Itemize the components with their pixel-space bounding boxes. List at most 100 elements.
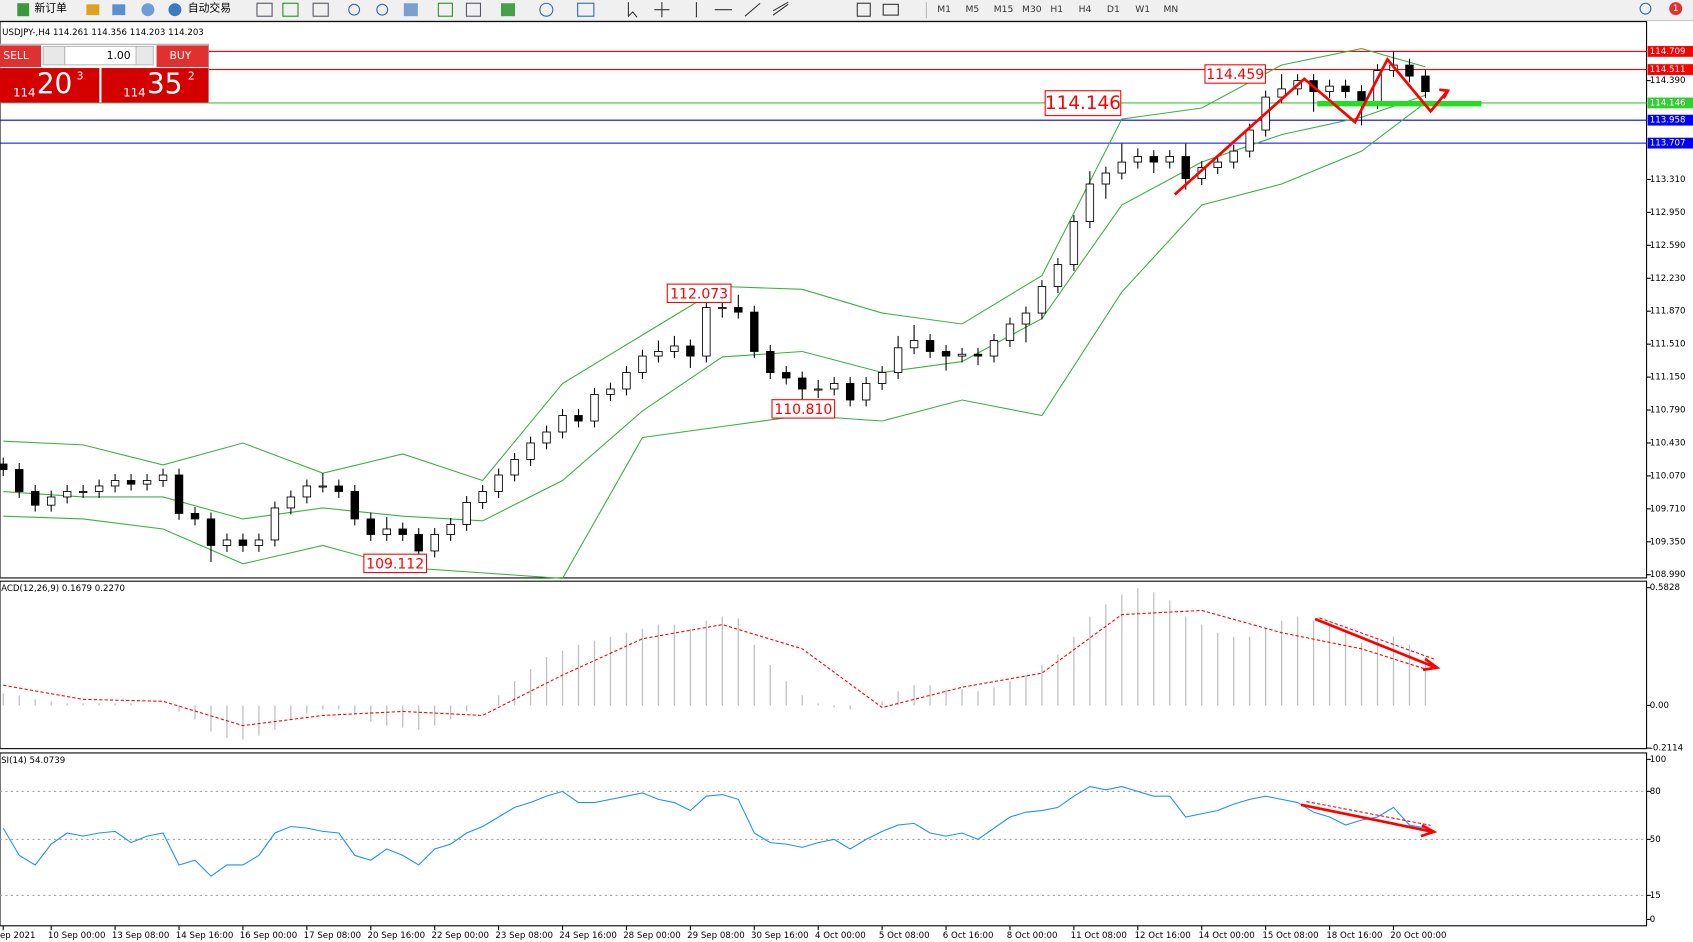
candle-body	[1021, 312, 1031, 325]
candle-body	[526, 442, 535, 460]
x-tick-label: 13 Sep 08:00	[112, 931, 170, 941]
price-annotation: 114.459	[1206, 67, 1264, 83]
candle-body	[1117, 161, 1127, 174]
level-label: 113.958	[1650, 116, 1686, 126]
y-tick-label: 50	[1650, 835, 1661, 845]
timeframe-button[interactable]: H1	[1050, 4, 1063, 15]
candle-body	[1069, 221, 1079, 265]
toolbar-icon[interactable]	[141, 3, 155, 17]
candle-body	[350, 491, 360, 520]
bollinger-middle	[3, 94, 1426, 522]
timeframe-button[interactable]: M1	[937, 4, 951, 15]
candle-body	[1245, 129, 1254, 152]
toolbar-icon[interactable]	[282, 2, 299, 17]
crosshair-icon[interactable]	[654, 2, 670, 18]
sell-button[interactable]	[0, 45, 42, 67]
zoom-in-icon[interactable]	[348, 3, 361, 16]
y-tick-label: 111.870	[1650, 307, 1686, 317]
toolbar-icon[interactable]	[465, 2, 482, 17]
new-order-button[interactable]: 新订单	[17, 2, 67, 17]
candle-body	[1277, 88, 1286, 98]
lot-decrease[interactable]	[42, 45, 66, 66]
timeframe-button[interactable]: M5	[965, 4, 979, 15]
toolbar-icon[interactable]	[256, 2, 273, 17]
toolbar-icon[interactable]	[695, 2, 761, 18]
notification-count: 1	[1673, 4, 1678, 14]
sell-label[interactable]: SELL	[3, 49, 29, 62]
candle-body	[1101, 172, 1111, 185]
y-tick-label: 109.710	[1650, 504, 1686, 514]
candle-body	[398, 528, 407, 535]
toolbar-icon[interactable]	[539, 2, 554, 17]
candle-body	[1165, 156, 1174, 163]
zoom-out-icon[interactable]	[376, 3, 389, 16]
toolbar-icon[interactable]	[312, 2, 329, 17]
buy-button[interactable]	[156, 45, 209, 67]
lot-value[interactable]: 1.00	[107, 49, 131, 62]
level-label-bg	[1647, 137, 1693, 149]
x-tick-label: 29 Sep 08:00	[687, 931, 745, 941]
candle-body	[941, 351, 951, 357]
toolbar-icon[interactable]	[437, 2, 453, 17]
bid-box[interactable]	[0, 68, 100, 103]
timeframe-button[interactable]: MN	[1164, 4, 1179, 15]
toolbar-icon[interactable]	[577, 2, 595, 17]
ask-box[interactable]	[101, 68, 209, 103]
hand-drawn-marks	[1173, 56, 1482, 838]
candle-body	[638, 355, 647, 373]
toolbar-icon[interactable]	[500, 3, 516, 17]
candle-body	[270, 507, 280, 541]
y-tick-label: 0.5828	[1650, 583, 1680, 593]
buy-label[interactable]: BUY	[170, 49, 192, 62]
toolbar-icon[interactable]	[403, 3, 418, 17]
new-order-label[interactable]: 新订单	[35, 2, 68, 15]
toolbar-icon[interactable]	[856, 2, 871, 17]
auto-trading-button[interactable]: 自动交易	[168, 2, 231, 17]
candle-body	[206, 518, 216, 546]
macd-divergence-arrow	[1314, 617, 1437, 669]
candle-body	[254, 539, 264, 546]
candle-body	[973, 353, 983, 357]
macd-divergence-guide	[1319, 617, 1435, 660]
candle-body	[286, 496, 296, 509]
candle-body	[414, 534, 423, 552]
candle-body	[1213, 161, 1222, 168]
timeframe-button[interactable]: M30	[1022, 4, 1042, 15]
x-tick-label: ep 2021	[0, 931, 35, 941]
timeframe-button[interactable]: M15	[994, 4, 1014, 15]
x-tick-label: 6 Oct 16:00	[943, 931, 994, 941]
y-tick-label: 108.990	[1650, 570, 1686, 580]
x-tick-label: 10 Sep 00:00	[48, 931, 106, 941]
timeframe-button[interactable]: D1	[1107, 4, 1120, 15]
candle-body	[1181, 156, 1190, 179]
toolbar	[0, 0, 1693, 21]
cursor-icon[interactable]	[627, 2, 638, 18]
lot-increase[interactable]	[135, 45, 154, 66]
toolbar-icon[interactable]	[112, 4, 126, 16]
candle-body	[62, 491, 72, 498]
candle-body	[622, 372, 631, 390]
x-tick-label: 4 Oct 00:00	[815, 931, 866, 941]
timeframe-button[interactable]: H4	[1079, 4, 1092, 15]
candle-body	[142, 480, 152, 485]
auto-trading-label[interactable]: 自动交易	[188, 2, 231, 15]
y-tick-label: 15	[1650, 891, 1661, 901]
toolbar-icon[interactable]	[86, 4, 100, 16]
arrow-head	[1439, 88, 1451, 99]
drawing-tools	[256, 1, 899, 18]
candle-body	[1341, 85, 1350, 93]
notification-badge[interactable]	[1669, 2, 1683, 16]
arrow-head	[1420, 824, 1438, 838]
candle-body	[1133, 156, 1143, 163]
x-tick-label: 17 Sep 08:00	[304, 931, 362, 941]
candle-body	[1149, 156, 1158, 163]
candle-body	[590, 394, 599, 422]
search-icon[interactable]	[1639, 2, 1652, 15]
toolbar-icon[interactable]	[882, 3, 899, 16]
toolbar-icon[interactable]	[772, 1, 789, 16]
timeframe-button[interactable]: W1	[1135, 4, 1150, 15]
candle-body	[158, 474, 168, 481]
y-tick-label: 112.950	[1650, 208, 1686, 218]
ask-sup: 2	[188, 70, 195, 83]
